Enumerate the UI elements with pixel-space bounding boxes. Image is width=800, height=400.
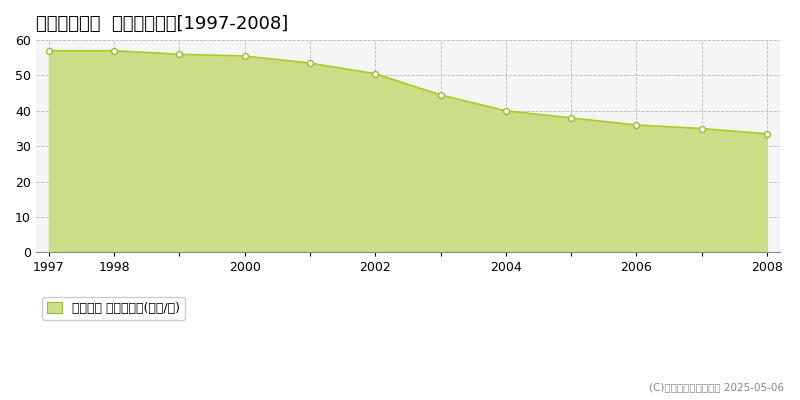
Text: (C)土地価格ドットコム 2025-05-06: (C)土地価格ドットコム 2025-05-06: [649, 382, 784, 392]
Point: [238, 53, 251, 59]
Point: [695, 125, 708, 132]
Point: [434, 92, 447, 98]
Point: [173, 51, 186, 58]
Point: [761, 131, 774, 137]
Point: [42, 48, 55, 54]
Point: [108, 48, 121, 54]
Point: [565, 115, 578, 121]
Point: [499, 108, 512, 114]
Point: [630, 122, 642, 128]
Text: 鳥取市田園町  基準地価推移[1997-2008]: 鳥取市田園町 基準地価推移[1997-2008]: [36, 15, 288, 33]
Point: [303, 60, 316, 66]
Legend: 基準地価 平均坪単価(万円/坪): 基準地価 平均坪単価(万円/坪): [42, 297, 185, 320]
Point: [369, 70, 382, 77]
